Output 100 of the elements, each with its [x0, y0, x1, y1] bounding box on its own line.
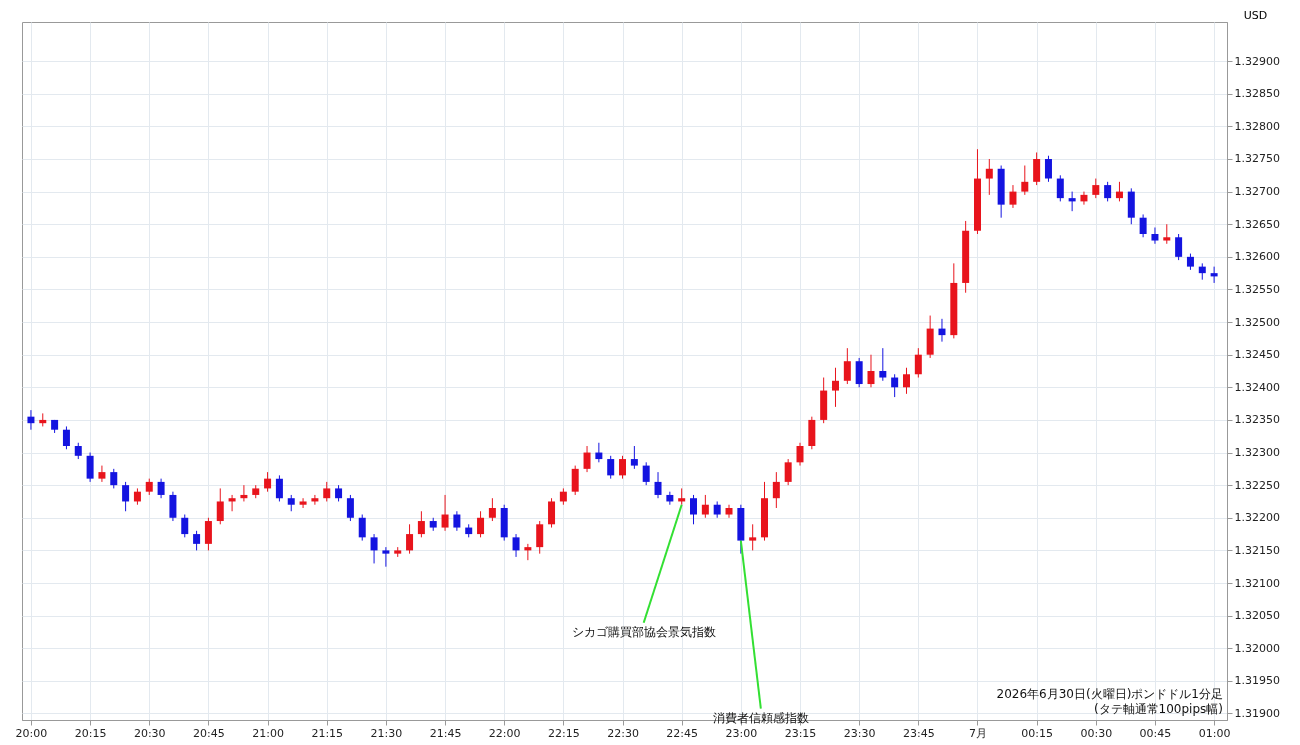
candlestick [524, 543, 532, 561]
candlestick [1115, 181, 1123, 202]
x-tick-label: 20:30 [133, 726, 166, 740]
candlestick [891, 373, 899, 398]
candlestick [1056, 174, 1064, 202]
candlestick [630, 445, 638, 470]
candlestick [512, 533, 520, 558]
candlestick [985, 158, 993, 196]
x-tick-label: 22:45 [666, 726, 699, 740]
x-tick-label: 01:00 [1198, 726, 1231, 740]
x-tick-label: 23:45 [902, 726, 935, 740]
candlestick [86, 452, 94, 483]
candlestick [122, 481, 130, 512]
candlestick [299, 497, 307, 509]
y-tick-label: 1.32450 [1234, 348, 1280, 362]
candlestick [27, 409, 35, 431]
candlestick [216, 487, 224, 525]
x-tick-label: 21:15 [311, 726, 344, 740]
candlestick [725, 504, 733, 519]
y-tick-label: 1.32900 [1234, 54, 1280, 68]
candlestick [595, 442, 603, 463]
y-tick-label: 1.32300 [1234, 446, 1280, 460]
y-tick-label: 1.32000 [1234, 641, 1280, 655]
candlestick [607, 455, 615, 480]
candlestick [867, 354, 875, 388]
candlestick [772, 471, 780, 509]
candlestick [1175, 233, 1183, 261]
candlestick [275, 474, 283, 502]
candlestick [110, 468, 118, 489]
candlestick [240, 484, 248, 502]
candlestick [832, 367, 839, 408]
candlestick [1210, 266, 1218, 284]
y-tick-label: 1.32050 [1234, 609, 1280, 623]
candlestick [1021, 165, 1029, 196]
candlestick [1092, 178, 1100, 199]
candlestick [690, 494, 698, 525]
candlestick [571, 465, 579, 496]
candlestick [879, 347, 887, 382]
y-tick-label: 1.32650 [1234, 217, 1280, 231]
x-tick-label: 20:00 [15, 726, 48, 740]
x-tick-label: 22:00 [488, 726, 521, 740]
y-tick-label: 1.32700 [1234, 185, 1280, 199]
candlestick [1033, 151, 1041, 186]
y-tick-label: 1.32350 [1234, 413, 1280, 427]
candlestick [796, 442, 804, 467]
candlestick [619, 455, 627, 480]
candlestick [1151, 226, 1159, 245]
y-tick-label: 1.32600 [1234, 250, 1280, 264]
candlestick [1068, 191, 1076, 212]
candlestick [488, 497, 496, 522]
candlestick [382, 546, 390, 568]
candlestick [98, 465, 106, 483]
candlestick [1139, 213, 1147, 238]
candlestick [193, 530, 201, 551]
y-tick-label: 1.32100 [1234, 576, 1280, 590]
candlestick [181, 514, 189, 538]
x-tick-label: 23:00 [725, 726, 758, 740]
candlestick [548, 497, 556, 529]
candlestick [642, 461, 650, 486]
candlestick [228, 494, 236, 512]
candlestick [1044, 155, 1052, 183]
y-tick-label: 1.32550 [1234, 282, 1280, 296]
annotation: 2026年6月30日(火曜日)ポンドドル1分足 [996, 687, 1223, 701]
x-tick-label: 00:15 [1021, 726, 1053, 740]
candlestick [914, 347, 922, 379]
x-tick-label: 23:30 [843, 726, 876, 740]
candlestick [157, 478, 165, 499]
candlestick [536, 520, 544, 555]
y-tick-label: 1.31900 [1234, 706, 1280, 720]
candlestick [701, 494, 709, 519]
candlestick [654, 471, 662, 499]
candlestick [264, 471, 272, 493]
candlestick [406, 523, 414, 555]
x-tick-label: 22:15 [548, 726, 580, 740]
x-tick-label: 22:30 [607, 726, 639, 740]
x-tick-label: 00:45 [1139, 726, 1172, 740]
candlestick [477, 510, 485, 538]
annotation: (タテ軸通常100pips幅) [1093, 702, 1223, 716]
candlestick [855, 357, 863, 388]
candlestick [169, 491, 177, 522]
candlestick [323, 481, 331, 502]
candlestick [749, 523, 757, 551]
y-tick-label: 1.32150 [1234, 543, 1280, 557]
candlestick [358, 514, 366, 542]
candlestick [417, 510, 425, 538]
candlestick [311, 494, 319, 506]
candlestick [666, 491, 674, 506]
candlestick [902, 367, 910, 395]
annotation: 消費者信頼感指数 [712, 710, 809, 725]
candlestick [938, 318, 946, 343]
y-tick-label: 1.32400 [1234, 380, 1280, 394]
y-tick-label: 1.32200 [1234, 511, 1280, 525]
x-tick-label: 20:45 [193, 726, 225, 740]
x-tick-label: 21:30 [370, 726, 403, 740]
y-tick-label: 1.32250 [1234, 478, 1280, 492]
x-tick-label: 20:15 [74, 726, 107, 740]
y-tick-label: 1.31950 [1234, 674, 1280, 688]
candlestick [441, 494, 449, 532]
x-tick-label: 7月 [968, 726, 987, 740]
y-tick-label: 1.32850 [1234, 87, 1280, 101]
